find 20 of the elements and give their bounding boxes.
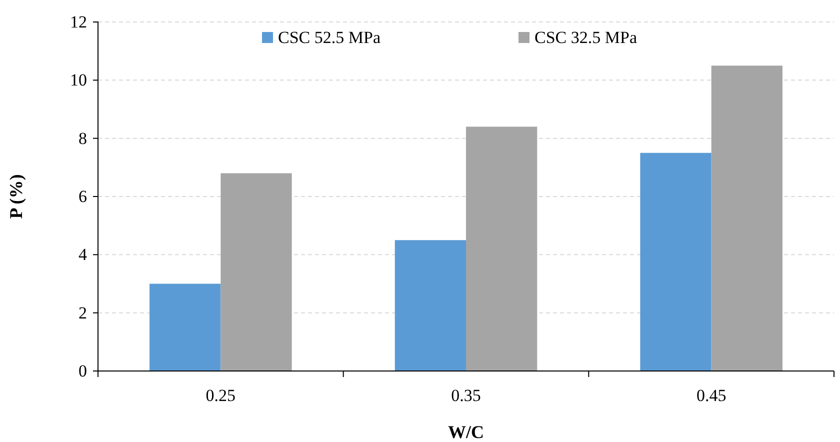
- y-tick-label: 2: [78, 303, 87, 322]
- bar: [640, 152, 712, 371]
- y-tick-label: 12: [70, 12, 87, 32]
- x-tick-label: 0.35: [451, 386, 481, 406]
- y-axis-title: P (%): [6, 174, 26, 219]
- x-tick-label: 0.45: [696, 386, 726, 406]
- bar: [394, 240, 466, 371]
- x-axis-title: W/C: [448, 422, 484, 442]
- y-tick-label: 0: [78, 361, 87, 380]
- legend-label: CSC 52.5 MPa: [278, 28, 381, 47]
- legend-label: CSC 32.5 MPa: [534, 28, 638, 47]
- y-tick-label: 8: [78, 128, 87, 148]
- x-tick-label: 0.25: [206, 386, 236, 406]
- y-tick-label: 10: [70, 70, 87, 90]
- bar: [466, 126, 538, 371]
- y-tick-label: 6: [78, 186, 87, 206]
- bar: [711, 66, 782, 371]
- y-tick-label: 4: [78, 245, 88, 264]
- bar: [150, 284, 221, 371]
- bar: [220, 173, 292, 371]
